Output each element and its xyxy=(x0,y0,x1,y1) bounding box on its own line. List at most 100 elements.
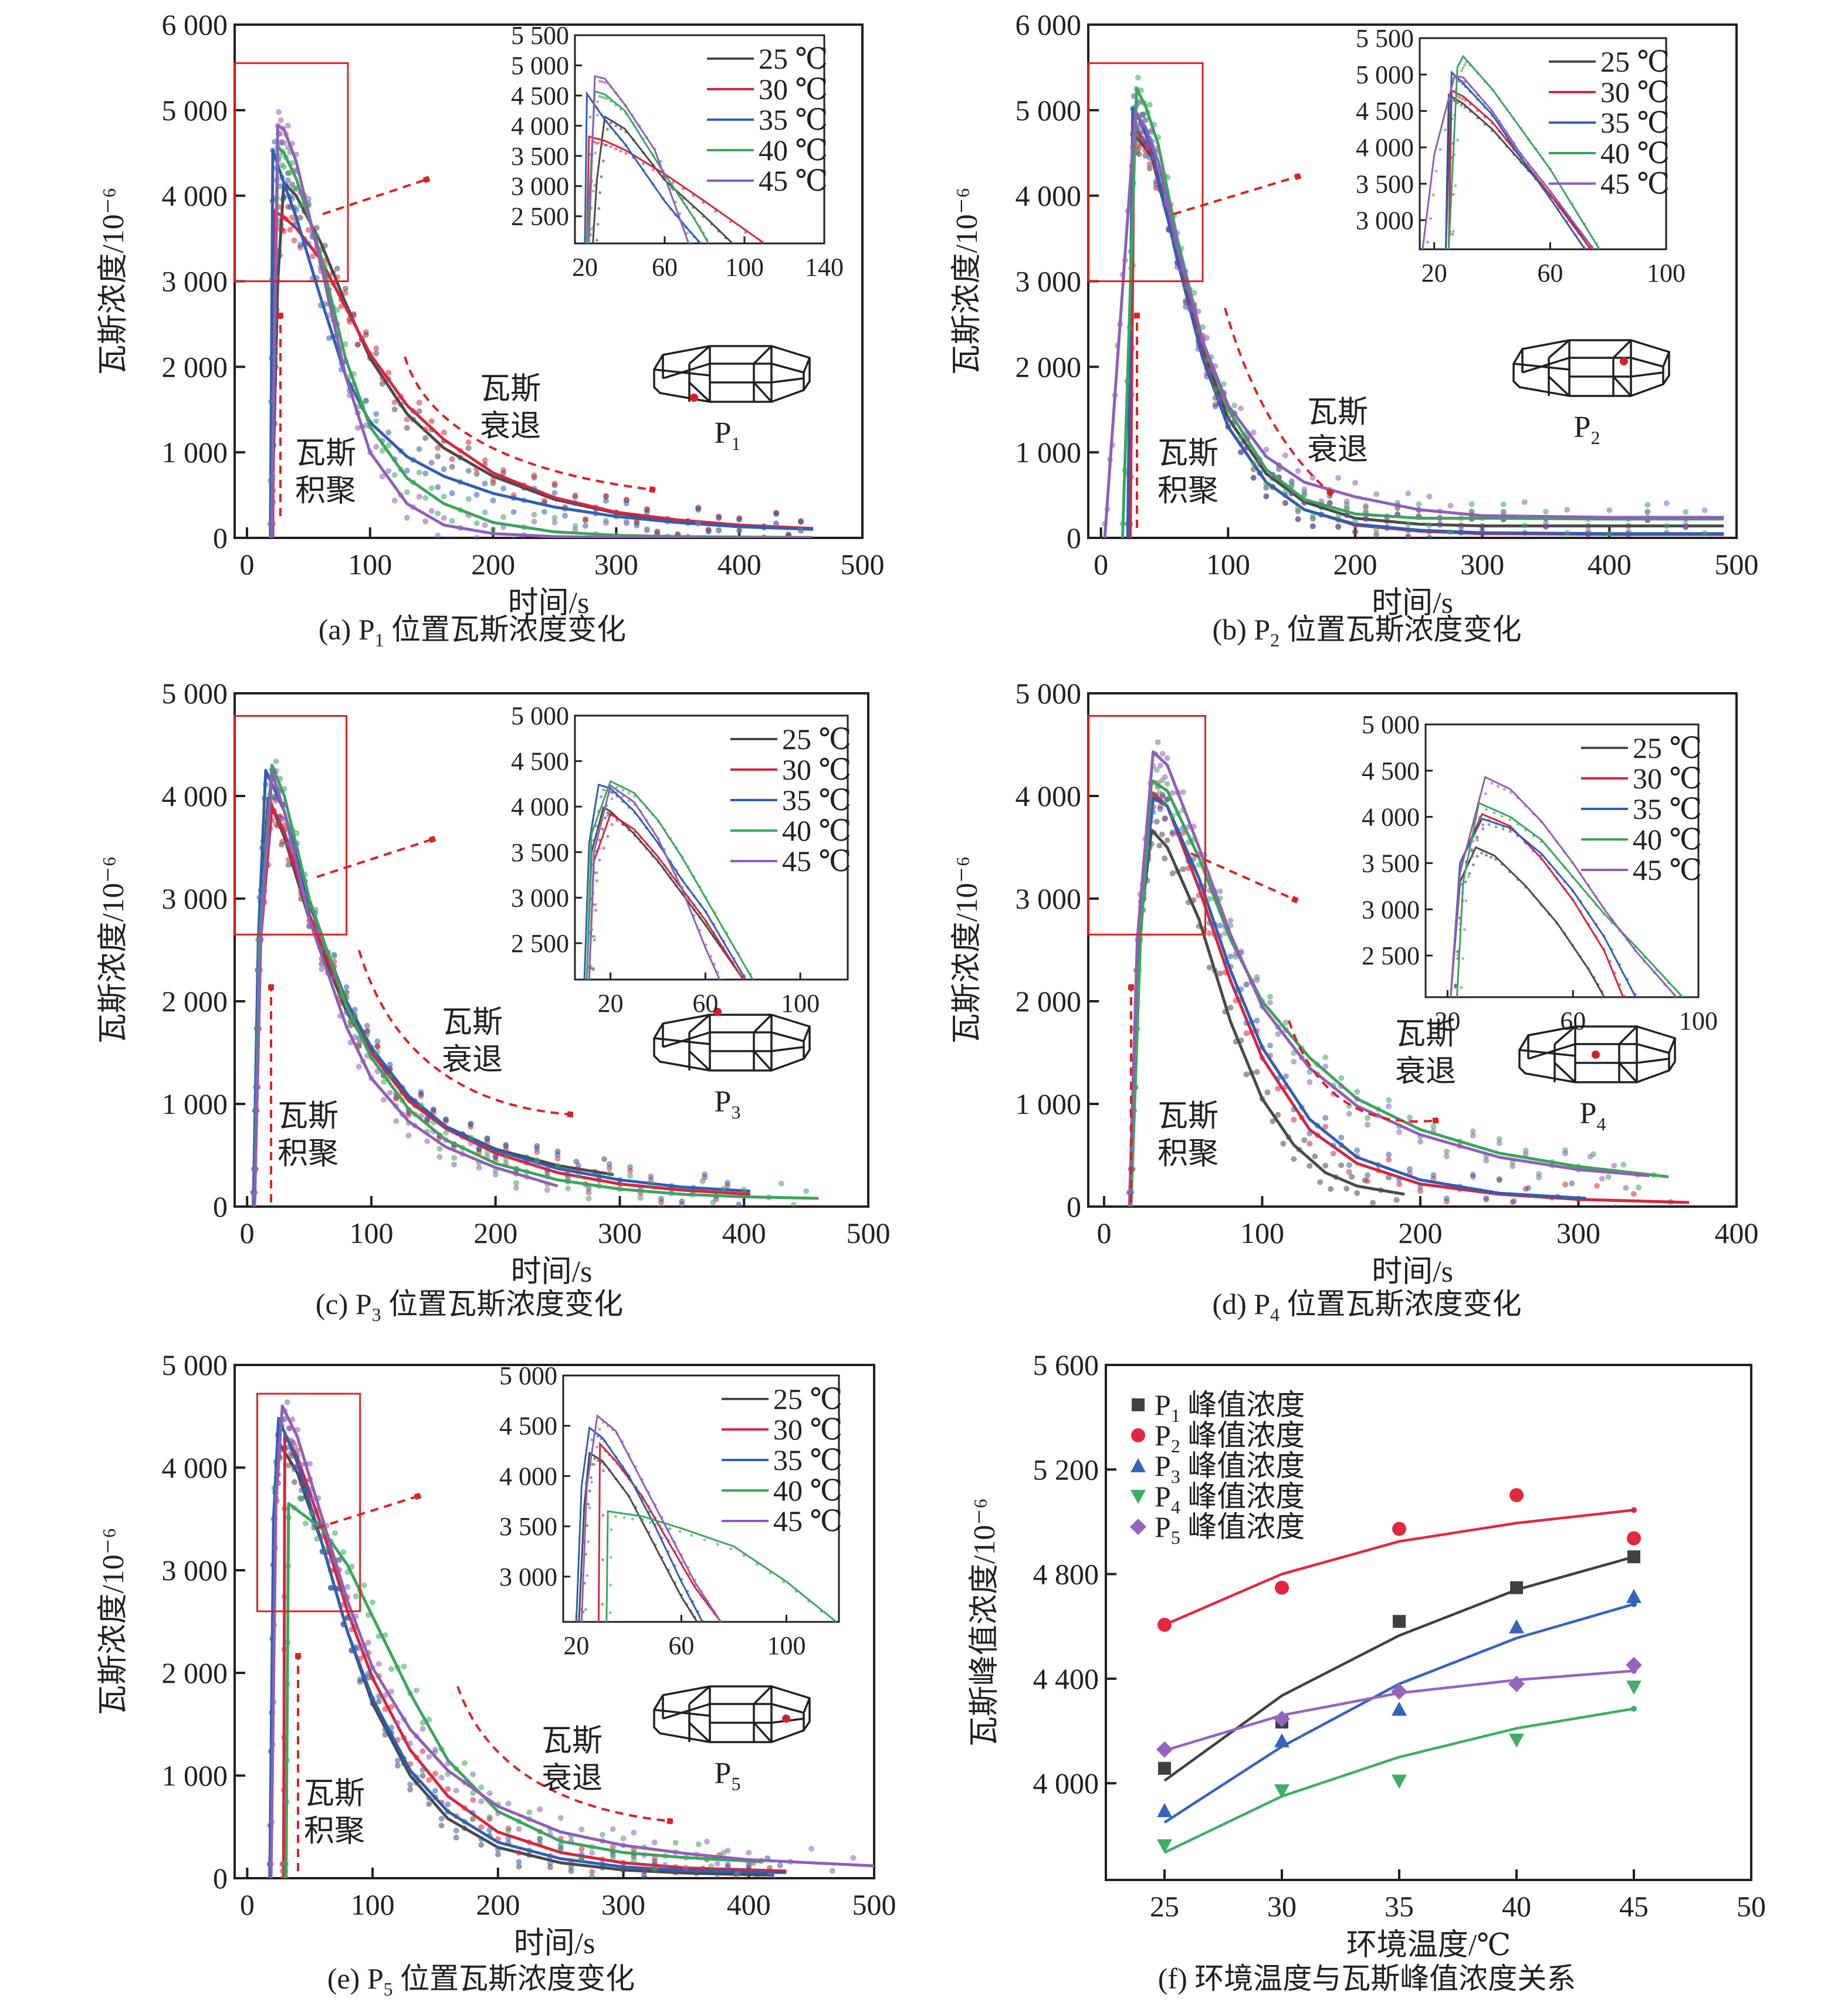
data-point xyxy=(585,1195,592,1202)
data-point xyxy=(1468,501,1475,507)
inset-y-tick-label: 4 000 xyxy=(511,111,569,140)
data-point xyxy=(1263,493,1270,500)
inset-data-point xyxy=(1462,80,1465,83)
data-point xyxy=(1244,444,1250,450)
data-point xyxy=(662,1862,668,1868)
x-tick-label: 500 xyxy=(852,1888,896,1921)
data-point xyxy=(1565,537,1569,538)
data-point xyxy=(284,1399,290,1405)
data-point xyxy=(1282,488,1288,494)
inset-series-line-25 xyxy=(1450,846,1605,997)
data-point xyxy=(364,1052,370,1059)
x-tick-label: 200 xyxy=(476,1888,520,1921)
inset-data-point xyxy=(606,835,610,838)
data-point xyxy=(385,442,392,449)
data-point xyxy=(554,1163,561,1169)
inset-y-tick-label: 5 000 xyxy=(1362,710,1420,739)
data-point xyxy=(365,1670,371,1676)
data-point xyxy=(1180,830,1186,836)
data-point xyxy=(1328,1186,1334,1192)
data-point xyxy=(428,485,435,492)
data-point xyxy=(1703,537,1707,538)
marker-triangle-down xyxy=(1274,1784,1289,1799)
legend-label: 25 ℃ xyxy=(1600,45,1670,78)
data-point xyxy=(1447,529,1454,536)
data-point xyxy=(1540,1207,1546,1213)
inset-data-point xyxy=(649,1521,652,1524)
x-tick-label: 300 xyxy=(598,1217,642,1249)
data-point xyxy=(1443,1195,1450,1202)
data-point xyxy=(1322,1124,1329,1130)
data-point xyxy=(767,1882,773,1888)
inset-chart: 2 500 3 000 3 500 4 000 4 500 5 000 20 60 100 25 … xyxy=(1362,710,1718,1035)
data-point xyxy=(1212,404,1219,410)
inset-x-tick-label: 20 xyxy=(572,253,598,282)
zoom-box xyxy=(233,62,349,282)
series-line-35 xyxy=(268,1417,787,1878)
data-point xyxy=(1250,475,1257,481)
data-point xyxy=(1620,1161,1627,1168)
data-point xyxy=(500,486,507,492)
data-point xyxy=(291,222,297,229)
data-point xyxy=(334,265,340,272)
data-point xyxy=(572,500,578,506)
data-point xyxy=(334,274,340,280)
data-point xyxy=(1243,981,1250,988)
inset-data-point xyxy=(615,819,619,822)
data-point xyxy=(407,1740,414,1747)
inset-data-point xyxy=(590,228,593,231)
y-tick-label: 4 000 xyxy=(1016,179,1082,212)
data-point xyxy=(531,472,537,479)
x-axis-label: 时间/s xyxy=(1372,587,1453,620)
data-point xyxy=(478,1836,485,1842)
inset-data-point xyxy=(658,1524,662,1527)
data-point xyxy=(716,515,722,521)
inset-data-point xyxy=(1464,880,1467,884)
legend-label: 35 ℃ xyxy=(1600,106,1670,139)
data-point xyxy=(470,1797,476,1803)
data-point xyxy=(735,1869,742,1876)
inset-data-point xyxy=(597,206,601,210)
data-point xyxy=(708,1863,715,1869)
data-point xyxy=(803,1188,810,1194)
data-point xyxy=(432,1746,438,1753)
data-point xyxy=(562,541,568,547)
data-point xyxy=(1335,523,1342,530)
data-point xyxy=(808,1845,815,1852)
data-point xyxy=(334,307,340,313)
data-point xyxy=(373,345,380,352)
data-point xyxy=(695,507,702,513)
zoom-box xyxy=(1087,715,1206,936)
y-tick-label: 5 000 xyxy=(162,94,228,127)
data-point xyxy=(305,227,312,233)
inset-legend: 25 ℃30 ℃35 ℃40 ℃45 ℃ xyxy=(707,42,828,197)
fit-end-dot xyxy=(1631,1507,1637,1513)
annotation-accumulate: 瓦斯 xyxy=(277,1100,339,1133)
data-point xyxy=(307,1461,313,1467)
data-point xyxy=(1326,500,1333,506)
fit-line xyxy=(1163,1555,1634,1782)
data-point xyxy=(495,1846,501,1852)
y-tick-label: 4 000 xyxy=(1033,1767,1099,1800)
data-point xyxy=(725,1180,730,1186)
data-point xyxy=(277,117,284,123)
data-point xyxy=(280,1882,286,1888)
y-tick-label: 0 xyxy=(213,521,228,554)
inset-y-tick-label: 4 000 xyxy=(499,1462,557,1490)
data-point xyxy=(1511,1198,1517,1204)
inset-data-point xyxy=(1484,792,1487,795)
inset-data-point xyxy=(1451,193,1455,197)
data-point xyxy=(484,1136,490,1143)
marker-triangle-up xyxy=(1626,1588,1641,1603)
data-point xyxy=(1543,520,1549,527)
marker-triangle-down xyxy=(1626,1681,1641,1695)
data-point xyxy=(282,1882,288,1888)
inset-data-point xyxy=(690,1533,693,1537)
data-point xyxy=(526,1809,533,1815)
inset-data-point xyxy=(610,1528,613,1532)
data-point xyxy=(531,485,537,492)
inset-data-point xyxy=(1605,997,1607,1000)
data-point xyxy=(401,1664,407,1670)
data-point xyxy=(1346,1162,1352,1168)
data-point xyxy=(357,1645,363,1652)
